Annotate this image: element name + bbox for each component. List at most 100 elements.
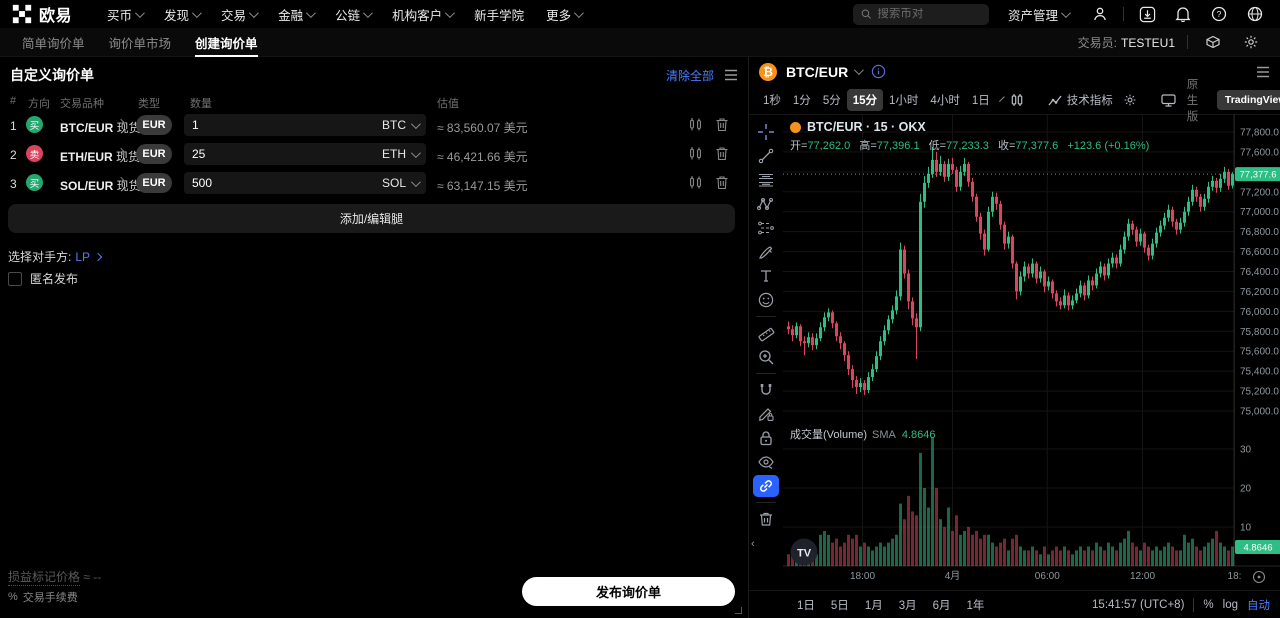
zoom-in-icon[interactable] (753, 346, 779, 368)
candle-chart-icon[interactable] (688, 117, 703, 132)
timeframe-15分[interactable]: 15分 (846, 89, 884, 111)
crosshair-icon[interactable] (753, 121, 779, 143)
remove-drawings-icon[interactable] (753, 508, 779, 530)
collapse-panel-arrow[interactable]: ‹ (751, 538, 755, 550)
timeframe-1日[interactable]: 1日 (971, 95, 990, 107)
range-3月[interactable]: 3月 (898, 599, 917, 612)
timeframe-more-chevron[interactable] (998, 95, 1005, 102)
leg-pair[interactable]: BTC/EUR 现货 (60, 121, 141, 135)
panel-resize-handle[interactable] (735, 607, 742, 614)
orders-box-icon[interactable] (1200, 29, 1226, 55)
menu-item-1[interactable]: 买币 (98, 0, 151, 28)
magnet-icon[interactable] (753, 379, 779, 401)
emoji-icon[interactable] (753, 289, 779, 311)
tradingview-toggle[interactable]: TradingView (1216, 90, 1280, 110)
leg-type-pill[interactable]: EUR (136, 115, 172, 135)
menu-item-6[interactable]: 机构客户 (383, 0, 461, 28)
candle-chart-icon[interactable] (688, 146, 703, 161)
forecast-icon[interactable] (753, 217, 779, 239)
notifications-icon[interactable] (1170, 1, 1196, 27)
search-input[interactable] (877, 8, 981, 20)
hide-drawings-icon[interactable] (753, 451, 779, 473)
clear-all-link[interactable]: 清除全部 (665, 68, 714, 83)
timeframe-5分[interactable]: 5分 (822, 95, 841, 107)
info-icon[interactable] (871, 64, 886, 79)
quantity-field[interactable]: ETH (184, 143, 426, 165)
add-edit-legs-button[interactable]: 添加/编辑腿 (8, 204, 735, 233)
sync-drawings-icon[interactable] (753, 475, 779, 497)
range-1年[interactable]: 1年 (966, 599, 985, 612)
candle-style-icon[interactable] (1005, 93, 1029, 107)
menu-item-3[interactable]: 交易 (212, 0, 265, 28)
subtab-3[interactable]: 创建询价单 (183, 28, 270, 57)
chart-svg[interactable]: 77,800.077,600.077,400.077,200.077,000.0… (783, 115, 1280, 591)
range-1月[interactable]: 1月 (864, 599, 883, 612)
text-icon[interactable] (753, 265, 779, 287)
candle-chart-icon[interactable] (688, 175, 703, 190)
menu-item-label: 新手学院 (474, 8, 525, 23)
chart-settings-gear-icon[interactable] (1118, 93, 1142, 107)
symbol-selector[interactable]: BTC/EUR (786, 64, 865, 80)
range-6月[interactable]: 6月 (932, 599, 951, 612)
leg-type-pill[interactable]: EUR (136, 173, 172, 193)
native-version-toggle[interactable]: 原生版 (1186, 79, 1199, 123)
brush-icon[interactable] (753, 241, 779, 263)
settings-gear-icon[interactable] (1238, 29, 1264, 55)
leg-type-pill[interactable]: EUR (136, 144, 172, 164)
quantity-input[interactable] (192, 147, 382, 161)
anonymous-checkbox[interactable] (8, 271, 22, 286)
timeframe-4小时[interactable]: 4小时 (930, 95, 960, 107)
search-icon (861, 9, 871, 19)
menu-item-7[interactable]: 新手学院 (465, 0, 533, 28)
xabcd-pattern-icon[interactable] (753, 193, 779, 215)
language-globe-icon[interactable] (1242, 1, 1268, 27)
help-icon[interactable]: ? (1206, 1, 1232, 27)
edit-drawing-icon[interactable] (753, 403, 779, 425)
auto-scale-button[interactable]: 自动 (1247, 599, 1270, 612)
list-menu-icon[interactable] (724, 69, 738, 81)
percent-scale-button[interactable]: % (1203, 598, 1214, 611)
delete-leg-icon[interactable] (715, 117, 729, 132)
publish-rfq-button[interactable]: 发布询价单 (522, 577, 735, 606)
leg-pair[interactable]: SOL/EUR 现货 (60, 179, 141, 193)
chart-menu-icon[interactable] (1256, 66, 1270, 78)
timeframe-1分[interactable]: 1分 (792, 95, 811, 107)
user-icon[interactable] (1087, 1, 1113, 27)
leg-pair[interactable]: ETH/EUR 现货 (60, 150, 141, 164)
ruler-icon[interactable] (753, 322, 779, 344)
delete-leg-icon[interactable] (715, 175, 729, 190)
quantity-field[interactable]: BTC (184, 114, 426, 136)
search-box[interactable] (852, 3, 989, 25)
okx-logo[interactable]: 欧易 (12, 2, 72, 26)
trend-line-icon[interactable] (753, 145, 779, 167)
rfq-title: 自定义询价单 (10, 67, 94, 83)
quantity-input[interactable] (192, 118, 382, 132)
lock-all-icon[interactable] (753, 427, 779, 449)
menu-item-2[interactable]: 发现 (155, 0, 208, 28)
counterparty-value[interactable]: LP (75, 249, 91, 264)
quantity-field[interactable]: SOL (184, 172, 426, 194)
unit-selector[interactable]: SOL (382, 176, 421, 190)
indicators-button[interactable]: 技术指标 (1043, 92, 1118, 108)
assets-menu[interactable]: 资产管理 (999, 0, 1077, 28)
range-1日[interactable]: 1日 (797, 599, 815, 612)
chart-area[interactable]: 77,800.077,600.077,400.077,200.077,000.0… (751, 115, 1280, 591)
clock[interactable]: 15:41:57 (UTC+8) (1092, 598, 1185, 611)
range-5日[interactable]: 5日 (830, 599, 849, 612)
unit-selector[interactable]: ETH (382, 147, 421, 161)
download-app-icon[interactable] (1134, 1, 1160, 27)
quantity-input[interactable] (192, 176, 382, 190)
menu-item-4[interactable]: 金融 (269, 0, 322, 28)
menu-item-8[interactable]: 更多 (537, 0, 590, 28)
delete-leg-icon[interactable] (715, 146, 729, 161)
timeframe-1小时[interactable]: 1小时 (889, 95, 919, 107)
log-scale-button[interactable]: log (1222, 598, 1238, 611)
unit-selector[interactable]: BTC (382, 118, 421, 132)
timeframe-1秒[interactable]: 1秒 (763, 95, 781, 107)
fib-retracement-icon[interactable] (753, 169, 779, 191)
subtab-2[interactable]: 询价单市场 (108, 36, 172, 51)
menu-item-5[interactable]: 公链 (326, 0, 379, 28)
multichart-layout-icon[interactable] (1156, 93, 1181, 107)
subtab-1[interactable]: 简单询价单 (22, 36, 85, 51)
